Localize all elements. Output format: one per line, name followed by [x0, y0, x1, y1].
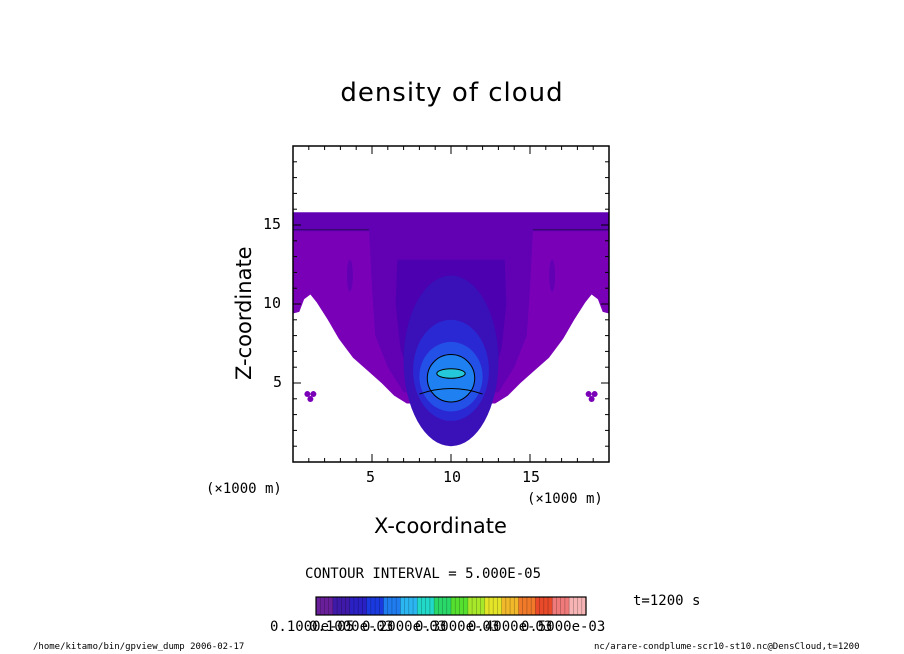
footer-right: nc/arare-condplume-scr10-st10.nc@DensClo…: [594, 642, 860, 652]
cloud-patch-dot: [591, 391, 598, 398]
cloud-patch-dot: [310, 391, 317, 398]
colorbar-label: 0.1000e-03: [309, 619, 394, 635]
cloud-patch: [304, 391, 317, 403]
colorbar-swatch: [535, 597, 553, 615]
colorbar: [315, 596, 587, 616]
y-tick-label: 10: [263, 294, 282, 312]
colorbar-swatch: [316, 597, 334, 615]
colorbar-label: 0.4000e-03: [468, 619, 553, 635]
cloud-base-contour: [419, 388, 483, 395]
y-axis-label: Z-coordinate: [232, 246, 256, 380]
colorbar-swatch: [332, 597, 351, 615]
cloud-patch-dot: [307, 396, 314, 403]
colorbar-swatch: [484, 597, 503, 615]
footer-left: /home/kitamo/bin/gpview_dump 2006-02-17: [33, 642, 245, 652]
cloud-patch-dot: [304, 391, 311, 398]
chart-title: density of cloud: [340, 78, 564, 108]
y-tick-label: 15: [263, 215, 282, 233]
colorbar-swatch: [434, 597, 452, 615]
x-tick-label: 5: [366, 468, 376, 486]
cloud-patch: [585, 391, 598, 403]
x-axis-label: X-coordinate: [374, 514, 507, 538]
x-tick-label: 10: [443, 468, 462, 486]
cloud-streak: [346, 259, 353, 292]
cloud-density-field: [293, 212, 609, 447]
colorbar-swatch: [400, 597, 418, 615]
cloud-patch-dot: [588, 396, 595, 403]
colorbar-swatch: [518, 597, 536, 615]
contour-interval: CONTOUR INTERVAL = 5.000E-05: [305, 566, 542, 582]
colorbar-swatch: [366, 597, 385, 615]
colorbar-swatch: [349, 597, 368, 615]
colorbar-swatch: [451, 597, 469, 615]
cloud-streak: [549, 259, 556, 292]
colorbar-swatch: [467, 597, 486, 615]
colorbar-swatch: [417, 597, 435, 615]
y-tick-label: 5: [273, 373, 283, 391]
colorbar-label: 0.5000e-03: [521, 619, 606, 635]
colorbar-swatch: [383, 597, 401, 615]
colorbar-label: 0.2000e-03: [362, 619, 447, 635]
colorbar-border: [315, 596, 587, 616]
time-label: t=1200 s: [633, 593, 701, 609]
colorbar-swatch: [569, 597, 587, 615]
colorbar-swatch: [501, 597, 520, 615]
y-axis-unit: (×1000 m): [206, 481, 282, 497]
colorbar-label: 0.1000e-05: [270, 619, 355, 635]
cloud-patch-dot: [585, 391, 592, 398]
colorbar-swatch: [552, 597, 570, 615]
x-axis-unit: (×1000 m): [527, 491, 603, 507]
cloud-peak-contour: [436, 368, 466, 379]
colorbar-label: 0.3000e-03: [415, 619, 500, 635]
tick-marks: [293, 146, 609, 462]
x-tick-label: 15: [522, 468, 541, 486]
